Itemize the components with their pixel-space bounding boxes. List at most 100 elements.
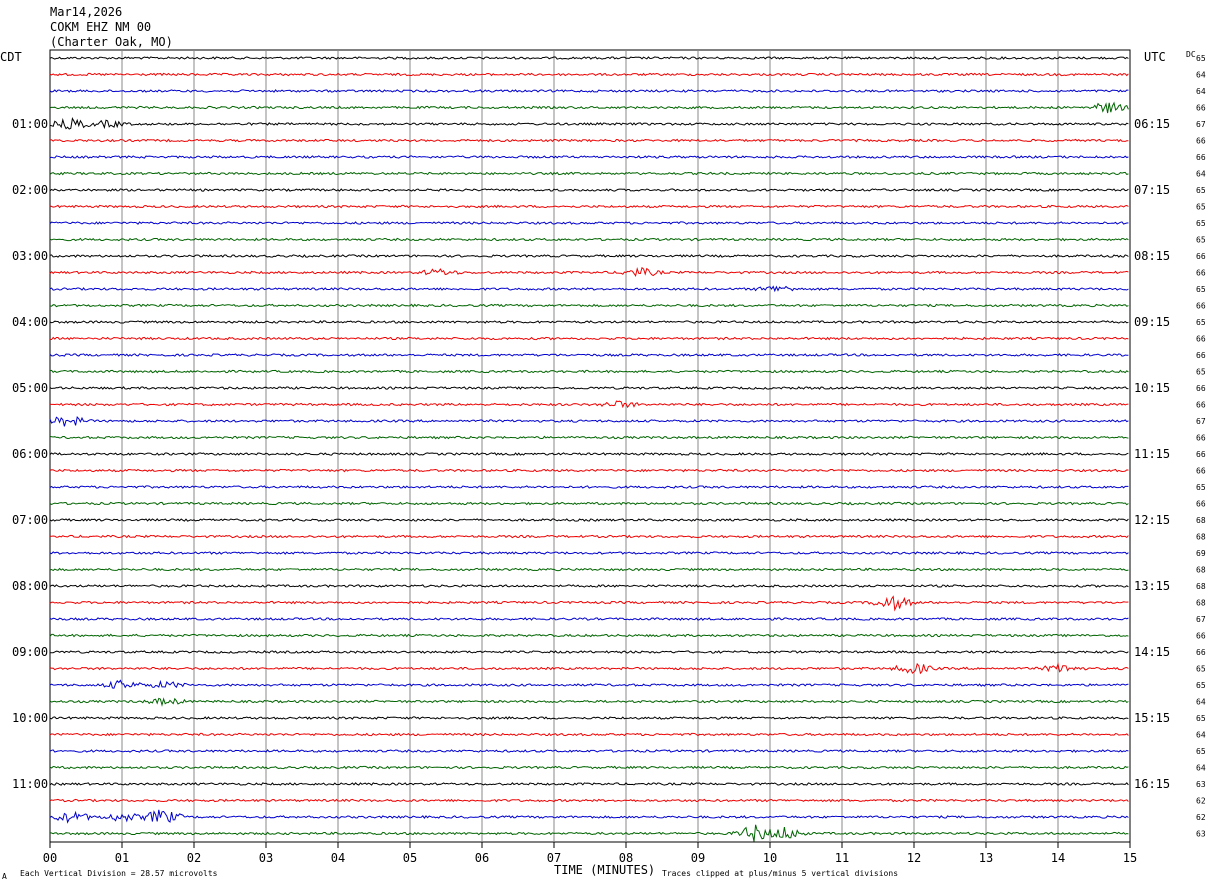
dc-offset-label: 64 (1196, 71, 1206, 80)
dc-offset-label: 67 (1196, 417, 1206, 426)
utc-hour-label: 11:15 (1134, 447, 1170, 461)
trace-line (49, 266, 1129, 278)
trace-line (49, 551, 1129, 555)
utc-hour-label: 15:15 (1134, 711, 1170, 725)
dc-header: DC (1186, 50, 1196, 59)
dc-offset-label: 65 (1196, 203, 1206, 212)
trace-line (49, 679, 1129, 689)
dc-offset-label: 65 (1196, 318, 1206, 327)
dc-offset-label: 64 (1196, 731, 1206, 740)
dc-offset-label: 66 (1196, 467, 1206, 476)
dc-offset-label: 66 (1196, 500, 1206, 509)
cdt-hour-label: 09:00 (12, 645, 48, 659)
trace-line (49, 824, 1129, 842)
dc-offset-label: 66 (1196, 302, 1206, 311)
dc-offset-label: 65 (1196, 285, 1206, 294)
dc-offset-label: 65 (1196, 219, 1206, 228)
scale-note: Each Vertical Division = 28.57 microvolt… (20, 869, 218, 878)
dc-offset-labels: 65 64 64 66 67 66 66 64 65 65 65 65 66 66 65 66 65 66 66 65… (1196, 54, 1206, 839)
dc-offset-label: 68 (1196, 599, 1206, 608)
trace-line (49, 336, 1129, 341)
utc-hour-label: 08:15 (1134, 249, 1170, 263)
x-tick-label: 15 (1123, 851, 1137, 865)
cdt-hour-label: 05:00 (12, 381, 48, 395)
utc-hour-label: 09:15 (1134, 315, 1170, 329)
cdt-hour-label: 11:00 (12, 777, 48, 791)
trace-line (49, 369, 1129, 374)
utc-hour-label: 10:15 (1134, 381, 1170, 395)
dc-offset-label: 66 (1196, 153, 1206, 162)
dc-offset-label: 65 (1196, 665, 1206, 674)
x-tick-label: 05 (403, 851, 417, 865)
trace-line (49, 732, 1129, 737)
header-date: Mar14,2026 (50, 5, 122, 19)
utc-hour-label: 07:15 (1134, 183, 1170, 197)
dc-offset-label: 65 (1196, 368, 1206, 377)
dc-offset-label: 66 (1196, 335, 1206, 344)
x-tick-label: 02 (187, 851, 201, 865)
dc-offset-label: 64 (1196, 698, 1206, 707)
dc-offset-label: 63 (1196, 780, 1206, 789)
trace-line (49, 171, 1129, 176)
utc-hour-label: 12:15 (1134, 513, 1170, 527)
trace-line (49, 416, 1129, 427)
trace-line (49, 716, 1129, 720)
x-tick-label: 03 (259, 851, 273, 865)
trace-line (49, 782, 1129, 786)
dc-offset-label: 66 (1196, 450, 1206, 459)
dc-offset-label: 65 (1196, 483, 1206, 492)
dc-offset-label: 66 (1196, 269, 1206, 278)
dc-offset-label: 65 (1196, 236, 1206, 245)
dc-offset-label: 66 (1196, 632, 1206, 641)
dc-offset-label: 67 (1196, 615, 1206, 624)
corner-mark: A (2, 872, 7, 881)
plot-frame (49, 49, 1131, 843)
trace-line (49, 72, 1129, 77)
trace-line (49, 155, 1129, 159)
dc-offset-label: 68 (1196, 533, 1206, 542)
x-tick-label: 13 (979, 851, 993, 865)
left-timezone-label: CDT (0, 50, 22, 64)
trace-line (49, 89, 1129, 93)
seismic-traces (49, 56, 1129, 842)
cdt-hour-label: 03:00 (12, 249, 48, 263)
trace-line (49, 101, 1129, 114)
dc-offset-label: 66 (1196, 434, 1206, 443)
trace-line (49, 595, 1129, 612)
right-timezone-label: UTC (1144, 50, 1166, 64)
trace-line (49, 697, 1129, 707)
trace-line (49, 320, 1129, 324)
dc-offset-label: 63 (1196, 830, 1206, 839)
x-tick-label: 04 (331, 851, 345, 865)
utc-hour-label: 14:15 (1134, 645, 1170, 659)
x-axis-label: TIME (MINUTES) (554, 863, 655, 877)
trace-line (49, 386, 1129, 390)
dc-offset-label: 66 (1196, 137, 1206, 146)
cdt-hour-label: 01:00 (12, 117, 48, 131)
x-tick-label: 14 (1051, 851, 1065, 865)
dc-offset-label: 66 (1196, 104, 1206, 113)
trace-line (49, 633, 1129, 638)
header-station: COKM EHZ NM 00 (50, 20, 151, 34)
dc-offset-label: 68 (1196, 516, 1206, 525)
trace-line (49, 188, 1129, 192)
trace-line (49, 662, 1129, 675)
trace-line (49, 138, 1129, 143)
x-tick-label: 10 (763, 851, 777, 865)
trace-line (49, 400, 1129, 409)
x-tick-label: 00 (43, 851, 57, 865)
trace-line (49, 56, 1129, 60)
trace-line (49, 518, 1129, 522)
dc-offset-label: 66 (1196, 384, 1206, 393)
dc-offset-label: 67 (1196, 120, 1206, 129)
dc-offset-label: 66 (1196, 351, 1206, 360)
x-tick-label: 08 (619, 851, 633, 865)
cdt-hour-label: 10:00 (12, 711, 48, 725)
cdt-hour-label: 02:00 (12, 183, 48, 197)
utc-hour-labels: 06:15 07:15 08:15 09:15 10:15 11:15 12:15 13:15… (1134, 117, 1170, 791)
dc-offset-label: 64 (1196, 87, 1206, 96)
dc-offset-label: 65 (1196, 747, 1206, 756)
dc-offset-label: 66 (1196, 252, 1206, 261)
trace-line (49, 809, 1129, 824)
